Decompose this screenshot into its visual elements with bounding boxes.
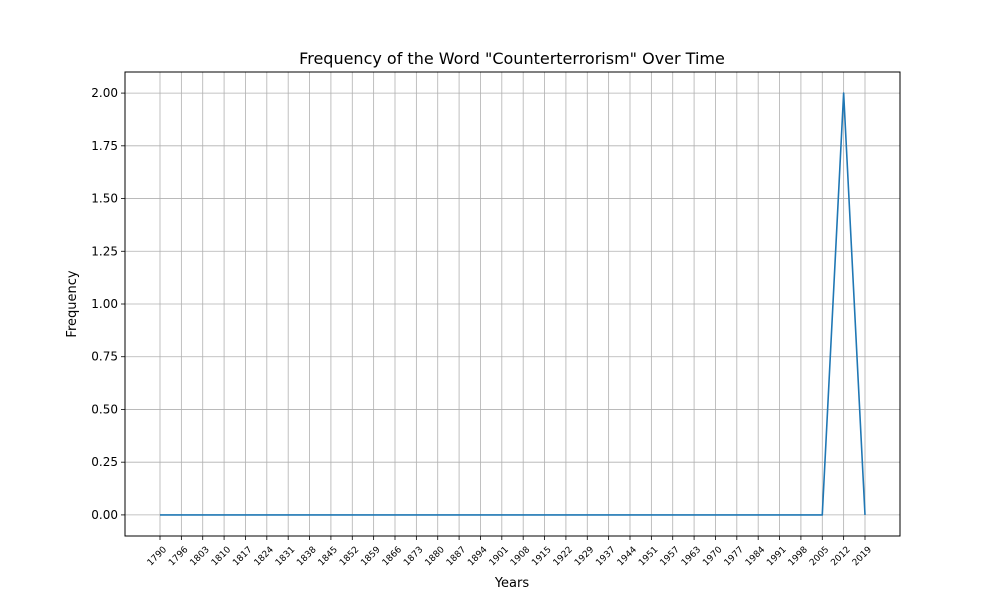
y-tick-label: 0.25 — [91, 455, 118, 469]
x-tick-label: 1866 — [381, 545, 404, 568]
x-tick-label: 1901 — [488, 545, 511, 568]
x-tick-label: 1915 — [530, 545, 553, 568]
x-tick-label: 1838 — [295, 545, 318, 568]
x-tick-label: 2019 — [851, 545, 874, 568]
x-tick-label: 1810 — [210, 545, 233, 568]
x-tick-label: 1880 — [424, 545, 447, 568]
x-tick-label: 1977 — [723, 545, 746, 568]
x-tick-label: 1790 — [146, 545, 169, 568]
x-tick-label: 1817 — [231, 545, 254, 568]
x-tick-label: 1937 — [594, 545, 617, 568]
x-tick-label: 2005 — [808, 545, 831, 568]
grid-layer — [125, 72, 900, 536]
x-tick-label: 1991 — [765, 545, 788, 568]
tick-layer: 1790179618031810181718241831183818451852… — [91, 86, 874, 568]
x-tick-label: 2012 — [829, 545, 852, 568]
series-line — [160, 92, 866, 516]
y-tick-label: 0.75 — [91, 350, 118, 364]
x-tick-label: 1831 — [274, 545, 297, 568]
x-tick-label: 1845 — [317, 545, 340, 568]
x-tick-label: 1929 — [573, 545, 596, 568]
x-tick-label: 1824 — [253, 545, 276, 568]
x-tick-label: 1922 — [552, 545, 575, 568]
x-tick-label: 1796 — [167, 545, 190, 568]
y-tick-label: 2.00 — [91, 86, 118, 100]
x-tick-label: 1944 — [616, 545, 639, 568]
x-tick-label: 1963 — [680, 545, 703, 568]
x-tick-label: 1894 — [466, 545, 489, 568]
chart-title: Frequency of the Word "Counterterrorism"… — [299, 49, 725, 68]
x-tick-label: 1970 — [701, 545, 724, 568]
x-tick-label: 1859 — [359, 545, 382, 568]
x-tick-label: 1908 — [509, 545, 532, 568]
series-layer — [160, 92, 866, 516]
y-tick-label: 0.00 — [91, 508, 118, 522]
y-tick-label: 1.50 — [91, 192, 118, 206]
y-tick-label: 1.75 — [91, 139, 118, 153]
x-tick-label: 1984 — [744, 545, 767, 568]
x-tick-label: 1852 — [338, 545, 361, 568]
x-tick-label: 1887 — [445, 545, 468, 568]
x-axis-label: Years — [494, 576, 530, 591]
x-tick-label: 1873 — [402, 545, 425, 568]
y-tick-label: 0.50 — [91, 402, 118, 416]
y-axis-label: Frequency — [65, 270, 80, 337]
x-tick-label: 1803 — [189, 545, 212, 568]
x-tick-label: 1998 — [787, 545, 810, 568]
x-tick-label: 1957 — [659, 545, 682, 568]
y-tick-label: 1.00 — [91, 297, 118, 311]
y-tick-label: 1.25 — [91, 244, 118, 258]
x-tick-label: 1951 — [637, 545, 660, 568]
